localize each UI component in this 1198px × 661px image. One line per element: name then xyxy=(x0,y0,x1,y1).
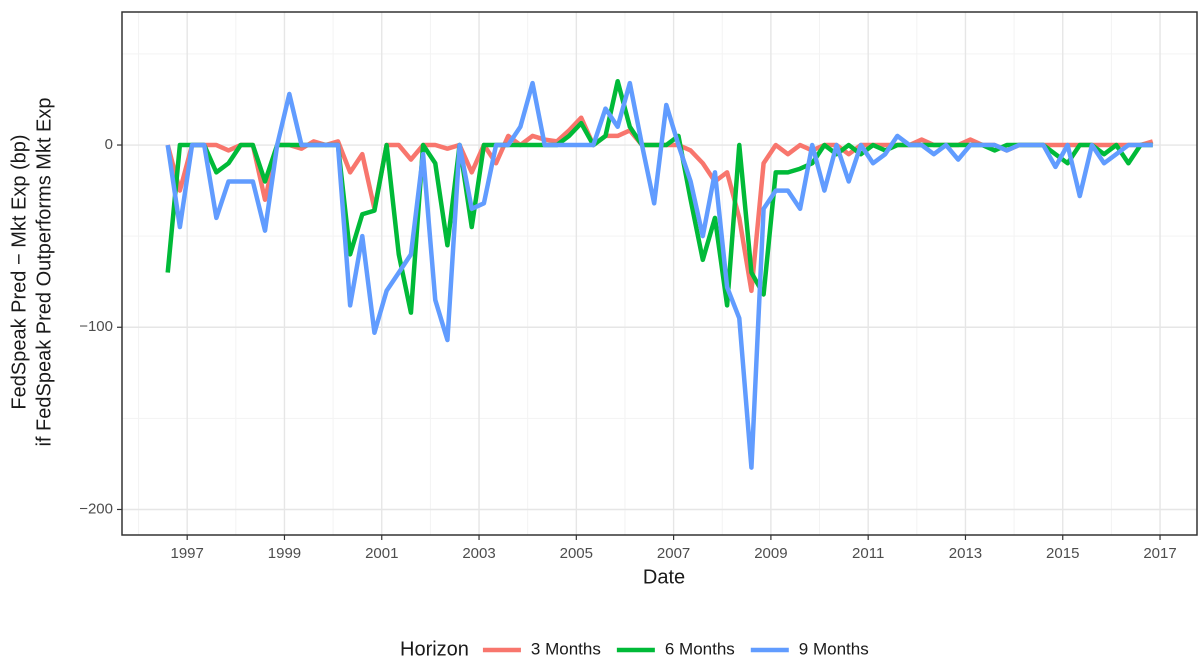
x-tick-label: 2015 xyxy=(1046,545,1079,562)
y-tick-label: −200 xyxy=(79,500,113,517)
x-tick-label: 2007 xyxy=(657,545,690,562)
x-tick-label: 1997 xyxy=(170,545,203,562)
y-axis-label: if FedSpeak Pred Outperforms Mkt Exp xyxy=(33,97,55,446)
x-tick-label: 2017 xyxy=(1143,545,1176,562)
legend-label: 3 Months xyxy=(531,639,601,658)
legend-label: 6 Months xyxy=(665,639,735,658)
x-tick-label: 2009 xyxy=(754,545,787,562)
x-tick-label: 2011 xyxy=(852,545,884,562)
x-tick-label: 2001 xyxy=(365,545,398,562)
panel-background xyxy=(122,12,1197,535)
y-tick-label: −100 xyxy=(79,318,113,335)
y-tick-label: 0 xyxy=(105,136,113,153)
lines xyxy=(165,79,1154,470)
x-tick-label: 2005 xyxy=(560,545,593,562)
legend: Horizon 3 Months 6 Months 9 Months xyxy=(400,638,869,660)
panel-border xyxy=(121,11,1198,536)
grid xyxy=(122,12,1197,535)
x-tick-label: 1999 xyxy=(268,545,301,562)
axes: 1997 1999 2001 2003 2005 2007 2009 2011 2013 2015… xyxy=(79,11,1198,562)
y-axis-label: FedSpeak Pred − Mkt Exp (bp) xyxy=(8,134,30,409)
legend-label: 9 Months xyxy=(799,639,869,658)
x-tick-label: 2013 xyxy=(949,545,982,562)
x-axis-label: Date xyxy=(643,566,685,588)
x-tick-label: 2003 xyxy=(462,545,495,562)
series-line xyxy=(165,80,1153,470)
legend-title: Horizon xyxy=(400,638,469,660)
